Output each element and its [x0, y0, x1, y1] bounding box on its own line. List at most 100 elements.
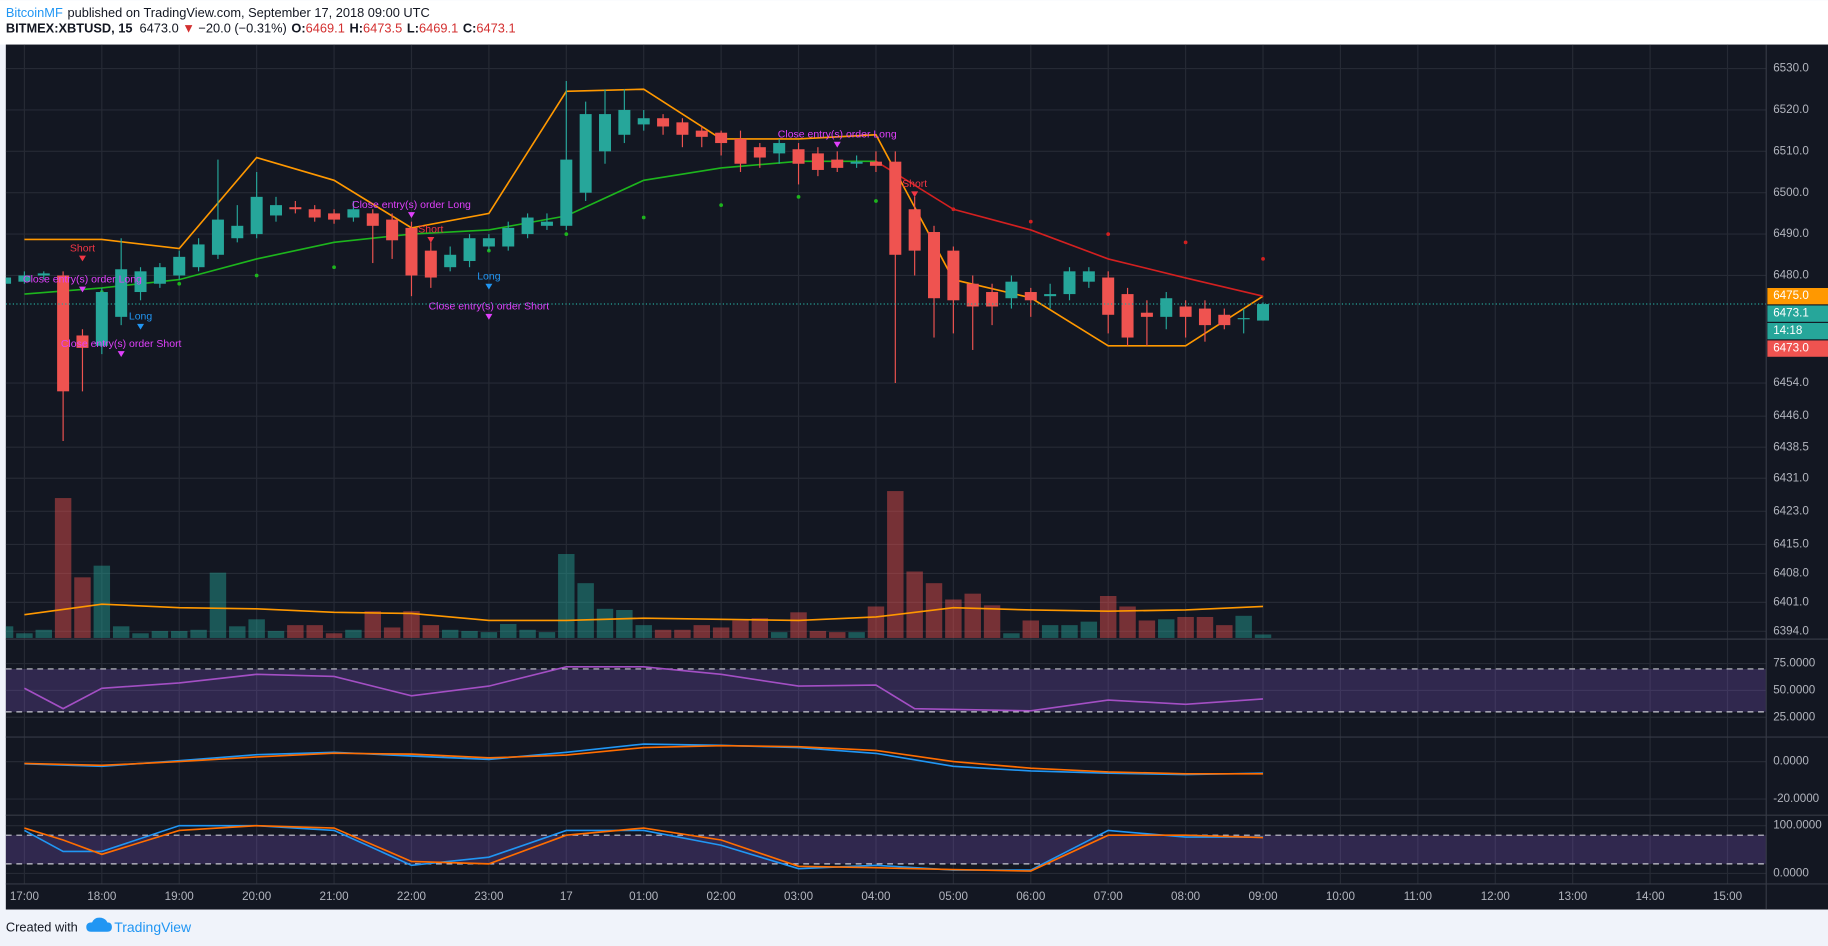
y-tick-label: 6454.0	[1773, 376, 1809, 389]
x-tick-label: 19:00	[165, 890, 195, 903]
annotation-arrow	[485, 283, 493, 290]
indicator-dot	[796, 194, 801, 199]
volume-bar	[1254, 634, 1272, 638]
x-tick-label: 18:00	[87, 890, 117, 903]
indicator-dot	[1261, 257, 1265, 261]
candle-body	[792, 149, 805, 164]
x-tick-label: 04:00	[861, 890, 891, 903]
y-tick-label: 0.0000	[1773, 755, 1809, 768]
candle-body	[270, 205, 283, 216]
annotation-arrow	[137, 323, 145, 330]
candle-body	[386, 219, 399, 241]
candle-body	[1179, 306, 1192, 317]
candle-body	[1005, 281, 1018, 299]
volume-bar	[1080, 621, 1098, 638]
annotation: Short	[418, 225, 443, 236]
candle-body	[947, 250, 960, 301]
x-tick-label: 15:00	[1713, 890, 1743, 903]
volume-bar	[151, 630, 169, 638]
candle-body	[192, 244, 205, 268]
volume-bar	[770, 632, 788, 638]
volume-bar	[867, 606, 885, 638]
volume-bar	[616, 609, 633, 638]
volume-bar	[790, 612, 807, 638]
volume-bar	[1177, 616, 1194, 638]
price-label: 6475.0	[1773, 289, 1809, 302]
volume-bar	[906, 571, 923, 638]
volume-bar	[732, 620, 749, 638]
footer-brand[interactable]: TradingView	[114, 919, 192, 935]
o-label: O:	[291, 21, 305, 36]
x-tick-label: 05:00	[939, 890, 969, 903]
annotation: Short	[902, 179, 927, 190]
candle-body	[1237, 318, 1250, 320]
candle-body	[405, 227, 418, 276]
candle-body	[831, 159, 844, 168]
candle-body	[734, 138, 747, 164]
price-label-bg	[1767, 305, 1828, 322]
annotation-arrow	[78, 286, 86, 293]
candle-body	[37, 273, 50, 276]
volume-bar	[16, 633, 33, 638]
indicator-line	[24, 160, 876, 295]
x-tick-label: 17:00	[10, 890, 40, 903]
published: published on TradingView.com, September …	[67, 6, 429, 21]
candle-body	[18, 275, 31, 282]
volume-bar	[267, 630, 285, 638]
legend-line: BITMEX:XBTUSD, 15 6473.0 ▼ −20.0 (−0.31%) O:…	[6, 21, 516, 36]
annotation: Close entry(s) order Long	[23, 274, 142, 285]
candle-body	[560, 159, 573, 226]
volume-bar	[5, 626, 14, 638]
candle-body	[637, 118, 650, 125]
candle-body	[966, 283, 979, 307]
candle-body	[657, 118, 670, 127]
candle-body	[599, 114, 612, 152]
volume-bar	[1235, 615, 1252, 638]
y-tick-label: 6431.0	[1773, 471, 1809, 484]
price-label: 14:18	[1773, 324, 1802, 337]
indicator-line	[24, 603, 1264, 622]
volume-bar	[674, 629, 691, 638]
volume-bar	[287, 625, 304, 638]
volume-bar	[751, 618, 769, 638]
y-tick-label: 75.0000	[1773, 657, 1816, 670]
volume-bar	[809, 630, 827, 638]
arrow: ▼	[182, 21, 195, 36]
volume-bar	[1138, 620, 1156, 638]
indicator-dot	[641, 215, 646, 220]
tradingview-logo[interactable]	[86, 917, 112, 932]
y-tick-label: 6446.0	[1773, 409, 1809, 422]
price-label: 6473.0	[1773, 342, 1809, 355]
h-label: H:	[350, 21, 364, 36]
chart-bg	[5, 44, 1828, 910]
candle-body	[502, 227, 515, 247]
indicator-dot	[1028, 219, 1033, 224]
volume-bar	[983, 605, 1001, 638]
candle-body	[579, 114, 592, 193]
candle-body	[366, 213, 379, 226]
x-tick-label: 01:00	[629, 890, 659, 903]
change: −20.0 (−0.31%)	[198, 21, 286, 36]
candle-body	[811, 153, 824, 170]
indicator-dot	[254, 273, 259, 278]
volume-bar	[441, 629, 459, 638]
volume-bar	[1061, 625, 1078, 638]
candle-body	[908, 209, 921, 251]
candle-body	[444, 254, 457, 268]
indicator-dot	[332, 265, 336, 270]
y-tick-label: 6423.0	[1773, 504, 1809, 517]
indicator-dot	[1106, 232, 1111, 236]
candle-body	[540, 221, 553, 226]
price-label: 6473.1	[1773, 307, 1809, 320]
volume-bar	[325, 633, 343, 638]
candle-body	[753, 147, 766, 158]
volume-bar	[480, 632, 498, 638]
volume-bar	[171, 630, 188, 638]
footer-created: Created with	[6, 920, 78, 935]
candle-body	[424, 250, 437, 278]
annotation: Long	[129, 312, 152, 323]
volume-bar	[693, 625, 711, 638]
candle-body	[211, 219, 224, 255]
author[interactable]: BitcoinMF	[6, 6, 63, 21]
